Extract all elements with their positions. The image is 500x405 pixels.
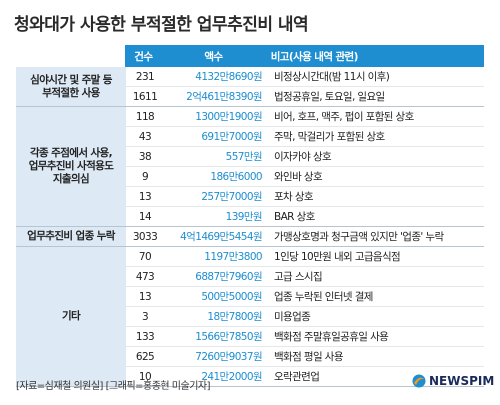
amount-cell: 257만7000원 bbox=[201, 191, 262, 203]
note-cell: 업종 누락된 인터넷 결제 bbox=[274, 291, 373, 303]
table-row: 13 257만7000원 포차 상호 bbox=[126, 187, 484, 207]
count-cell: 118 bbox=[135, 110, 155, 123]
page-title: 청와대가 사용한 부적절한 업무추진비 내역 bbox=[14, 15, 309, 35]
note-cell: 백화점 주말휴일공휴일 사용 bbox=[274, 331, 389, 343]
note-cell: 이자카야 상호 bbox=[274, 151, 332, 163]
count-cell: 3 bbox=[141, 310, 149, 323]
table-row: 43 691만7000원 주막, 막걸리가 포함된 상호 bbox=[126, 127, 484, 147]
note-cell: 비어, 호프, 맥주, 펍이 포함된 상호 bbox=[274, 111, 414, 123]
table-row: 625 7260만9037원 백화점 평일 사용 bbox=[126, 347, 484, 367]
count-cell: 3033 bbox=[132, 230, 158, 243]
table-row: 10 241만2000원 오락관련업 bbox=[126, 367, 484, 386]
amount-cell: 241만2000원 bbox=[201, 371, 262, 383]
table-row: 38 557만원 이자카야 상호 bbox=[126, 147, 484, 167]
count-cell: 473 bbox=[135, 270, 155, 283]
note-cell: 백화점 평일 사용 bbox=[274, 351, 344, 363]
table-header: 건수 액수 비고(사용 내역 관련) bbox=[16, 45, 484, 67]
count-cell: 14 bbox=[138, 210, 152, 223]
table-row: 3 18만7800원 미용업종 bbox=[126, 307, 484, 327]
category-label: 기타 bbox=[16, 247, 126, 386]
count-cell: 1611 bbox=[132, 90, 158, 103]
table-row: 473 6887만7960원 고급 스시집 bbox=[126, 267, 484, 287]
count-cell: 38 bbox=[138, 150, 152, 163]
category-label: 업무추진비 업종 누락 bbox=[16, 227, 126, 246]
note-cell: 포차 상호 bbox=[274, 191, 314, 203]
count-cell: 133 bbox=[135, 330, 155, 343]
table-group: 업무추진비 업종 누락 3033 4억1469만5454원 가맹상호명과 청구금… bbox=[16, 227, 484, 247]
amount-cell: 186만6000 bbox=[210, 171, 262, 183]
count-cell: 13 bbox=[138, 290, 152, 303]
amount-cell: 1300만1900원 bbox=[195, 111, 262, 123]
count-cell: 9 bbox=[141, 170, 149, 183]
table-group: 심야시간 및 주말 등 부적절한 사용 231 4132만8690원 비정상시간… bbox=[16, 67, 484, 107]
table-row: 70 1197만3800 1인당 10만원 내외 고급음식점 bbox=[126, 247, 484, 267]
table-row: 133 1566만7850원 백화점 주말휴일공휴일 사용 bbox=[126, 327, 484, 347]
table-row: 3033 4억1469만5454원 가맹상호명과 청구금액 있지만 '업종' 누… bbox=[126, 227, 484, 246]
table-row: 231 4132만8690원 비정상시간대(밤 11시 이후) bbox=[126, 67, 484, 87]
amount-cell: 139만원 bbox=[225, 211, 263, 223]
amount-cell: 500만5000원 bbox=[201, 291, 262, 303]
note-cell: 오락관련업 bbox=[274, 371, 320, 383]
note-cell: BAR 상호 bbox=[274, 211, 315, 223]
header-note: 비고(사용 내역 관련) bbox=[270, 50, 359, 63]
note-cell: 와인바 상호 bbox=[274, 171, 323, 183]
amount-cell: 1566만7850원 bbox=[195, 331, 262, 343]
count-cell: 70 bbox=[138, 250, 152, 263]
amount-cell: 1197만3800 bbox=[204, 251, 262, 263]
amount-cell: 691만7000원 bbox=[201, 131, 262, 143]
amount-cell: 18만7800원 bbox=[207, 311, 262, 323]
count-cell: 231 bbox=[135, 70, 155, 83]
header-blank bbox=[16, 45, 125, 67]
amount-cell: 2억461만8390원 bbox=[186, 91, 262, 103]
note-cell: 미용업종 bbox=[274, 311, 311, 323]
newspim-logo-icon bbox=[412, 374, 426, 388]
table-row: 14 139만원 BAR 상호 bbox=[126, 207, 484, 226]
table-group: 기타 70 1197만3800 1인당 10만원 내외 고급음식점 473 68… bbox=[16, 247, 484, 387]
count-cell: 43 bbox=[138, 130, 152, 143]
header-amount: 액수 bbox=[204, 50, 223, 63]
logo-text: NEWSPIM bbox=[429, 374, 495, 388]
category-label: 각종 주점에서 사용, 업무추진비 사적용도 지출의심 bbox=[16, 107, 126, 226]
expense-table: 건수 액수 비고(사용 내역 관련) 심야시간 및 주말 등 부적절한 사용 2… bbox=[16, 45, 484, 387]
table-group: 각종 주점에서 사용, 업무추진비 사적용도 지출의심 118 1300만190… bbox=[16, 107, 484, 227]
note-cell: 가맹상호명과 청구금액 있지만 '업종' 누락 bbox=[274, 231, 444, 243]
note-cell: 주막, 막걸리가 포함된 상호 bbox=[274, 131, 385, 143]
category-label: 심야시간 및 주말 등 부적절한 사용 bbox=[16, 67, 126, 106]
newspim-logo: NEWSPIM bbox=[412, 374, 494, 388]
count-cell: 625 bbox=[135, 350, 155, 363]
amount-cell: 4억1469만5454원 bbox=[180, 231, 263, 243]
header-count: 건수 bbox=[134, 50, 153, 63]
table-row: 9 186만6000 와인바 상호 bbox=[126, 167, 484, 187]
amount-cell: 6887만7960원 bbox=[195, 271, 262, 283]
amount-cell: 557만원 bbox=[225, 151, 263, 163]
amount-cell: 7260만9037원 bbox=[195, 351, 262, 363]
table-row: 13 500만5000원 업종 누락된 인터넷 결제 bbox=[126, 287, 484, 307]
amount-cell: 4132만8690원 bbox=[195, 71, 262, 83]
table-row: 118 1300만1900원 비어, 호프, 맥주, 펍이 포함된 상호 bbox=[126, 107, 484, 127]
note-cell: 비정상시간대(밤 11시 이후) bbox=[274, 71, 390, 83]
count-cell: 13 bbox=[138, 190, 152, 203]
note-cell: 법정공휴일, 토요일, 일요일 bbox=[274, 91, 385, 103]
note-cell: 1인당 10만원 내외 고급음식점 bbox=[274, 251, 401, 263]
table-row: 1611 2억461만8390원 법정공휴일, 토요일, 일요일 bbox=[126, 87, 484, 106]
source-credit: [자료=심재철 의원실] [그래픽=홍종현 미술기자] bbox=[16, 381, 211, 392]
note-cell: 고급 스시집 bbox=[274, 271, 323, 283]
count-cell: 10 bbox=[138, 370, 152, 383]
